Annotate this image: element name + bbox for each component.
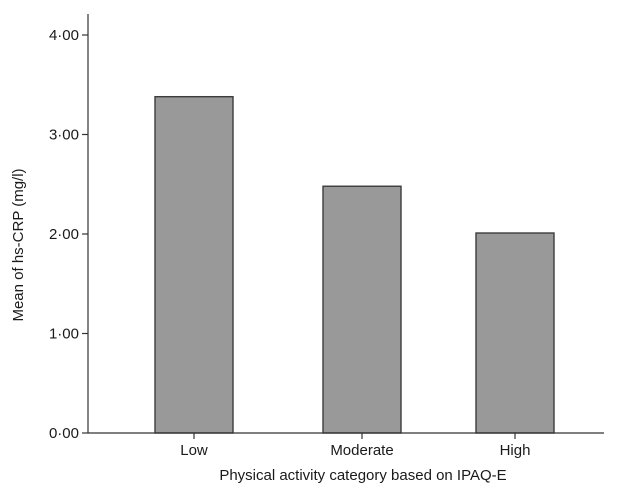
- x-tick-label: Moderate: [330, 442, 393, 459]
- y-tick-label: 4·00: [49, 27, 79, 44]
- bar-high: [475, 232, 555, 434]
- y-tick-label: 0·00: [49, 425, 79, 442]
- y-axis-title: Mean of hs-CRP (mg/l): [10, 168, 27, 321]
- y-tick-label: 2·00: [49, 226, 79, 243]
- x-axis: Low Moderate High: [88, 432, 604, 459]
- y-tick-label: 3·00: [49, 127, 79, 144]
- x-tick-label: Low: [180, 442, 208, 459]
- y-tick-label: 1·00: [49, 326, 79, 343]
- bars-group: [154, 95, 555, 434]
- y-axis: 0·00 1·00 2·00 3·00 4·00: [49, 14, 89, 442]
- x-tick-label: High: [500, 442, 531, 459]
- x-axis-title: Physical activity category based on IPAQ…: [219, 467, 506, 484]
- bar-low: [154, 95, 234, 434]
- bar-moderate: [322, 185, 402, 434]
